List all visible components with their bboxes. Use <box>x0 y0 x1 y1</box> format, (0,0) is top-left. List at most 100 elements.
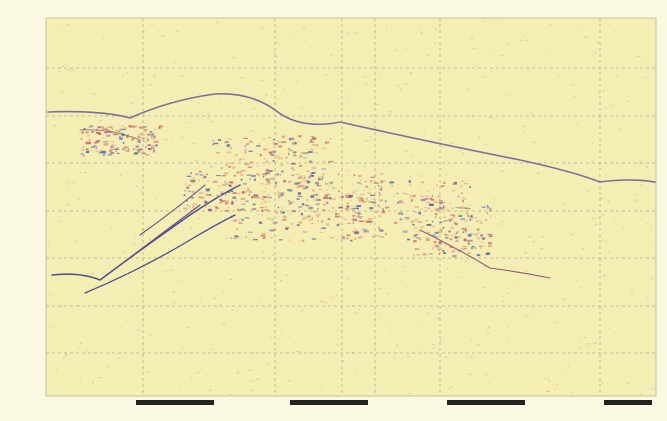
texture-dot <box>264 148 268 151</box>
texture-dot <box>450 386 453 388</box>
texture-dot <box>189 226 193 228</box>
texture-dot <box>281 170 284 173</box>
texture-dot <box>275 173 279 176</box>
texture-dot <box>460 277 463 279</box>
texture-dot <box>312 136 315 138</box>
texture-dot <box>230 237 233 239</box>
texture-dot <box>83 127 86 131</box>
texture-dot <box>107 153 112 156</box>
texture-dot <box>308 219 313 221</box>
texture-dot <box>213 142 219 145</box>
texture-dot <box>207 208 212 212</box>
texture-dot <box>327 218 331 221</box>
texture-dot <box>442 226 445 229</box>
texture-dot <box>223 172 229 175</box>
texture-dot <box>444 219 449 222</box>
texture-dot <box>434 42 437 44</box>
texture-dot <box>153 149 155 152</box>
texture-dot <box>461 227 467 231</box>
texture-dot <box>275 143 279 145</box>
texture-dot <box>210 121 214 123</box>
scale-bar <box>136 400 652 405</box>
texture-dot <box>306 181 311 183</box>
texture-dot <box>272 160 275 162</box>
texture-dot <box>350 205 353 207</box>
texture-dot <box>234 196 236 198</box>
texture-dot <box>271 254 275 256</box>
texture-dot <box>270 337 273 339</box>
texture-dot <box>573 96 576 98</box>
texture-dot <box>302 26 306 28</box>
texture-dot <box>320 386 323 388</box>
texture-dot <box>57 220 60 222</box>
texture-dot <box>324 74 328 76</box>
texture-dot <box>131 138 134 141</box>
texture-dot <box>473 234 478 236</box>
texture-dot <box>380 173 384 175</box>
texture-dot <box>451 234 454 237</box>
texture-dot <box>169 269 173 271</box>
texture-dot <box>481 153 483 155</box>
texture-dot <box>263 148 266 151</box>
texture-dot <box>464 207 468 209</box>
texture-dot <box>299 165 303 167</box>
texture-dot <box>136 140 141 143</box>
texture-dot <box>508 94 510 96</box>
texture-dot <box>483 76 487 78</box>
texture-dot <box>134 236 137 238</box>
texture-dot <box>334 187 337 189</box>
texture-dot <box>323 197 328 200</box>
texture-dot <box>207 194 212 196</box>
texture-dot <box>71 69 75 71</box>
texture-dot <box>360 179 362 182</box>
grid <box>46 18 656 396</box>
texture-dot <box>278 157 283 160</box>
texture-dot <box>330 296 333 298</box>
texture-dot <box>127 148 130 151</box>
texture-dot <box>380 211 386 214</box>
texture-dot <box>547 390 550 392</box>
texture-dot <box>646 297 649 299</box>
texture-dot <box>137 148 141 152</box>
texture-dot <box>61 66 65 68</box>
texture-dot <box>415 218 419 221</box>
texture-dot <box>483 266 486 268</box>
texture-dot <box>482 286 486 288</box>
texture-dot <box>357 214 361 216</box>
texture-dot <box>290 179 293 182</box>
texture-dot <box>236 228 239 231</box>
texture-dot <box>92 382 95 384</box>
texture-dot <box>93 141 97 145</box>
texture-dot <box>288 380 291 382</box>
texture-dot <box>88 175 91 177</box>
texture-dot <box>332 180 334 182</box>
texture-dot <box>289 189 293 192</box>
texture-dot <box>142 194 145 196</box>
texture-dot <box>444 174 447 176</box>
texture-dot <box>325 189 328 191</box>
texture-dot <box>311 174 314 177</box>
texture-dot <box>370 176 375 179</box>
texture-dot <box>285 227 288 230</box>
texture-dot <box>329 92 331 94</box>
texture-dot <box>575 280 577 282</box>
texture-dot <box>502 301 505 303</box>
texture-dot <box>246 188 250 192</box>
texture-dot <box>384 336 387 338</box>
texture-dot <box>346 234 351 237</box>
texture-dot <box>117 357 121 359</box>
texture-dot <box>294 141 296 144</box>
texture-dot <box>322 173 325 176</box>
texture-dot <box>351 184 354 186</box>
texture-dot <box>426 223 432 226</box>
texture-dot <box>369 207 374 210</box>
texture-dot <box>273 142 276 145</box>
texture-dot <box>272 139 275 141</box>
texture-dot <box>146 371 150 373</box>
texture-dot <box>248 369 252 371</box>
texture-dot <box>240 208 245 211</box>
texture-dot <box>379 288 383 290</box>
texture-dot <box>224 141 229 144</box>
texture-dot <box>439 221 442 224</box>
texture-dot <box>244 216 250 219</box>
